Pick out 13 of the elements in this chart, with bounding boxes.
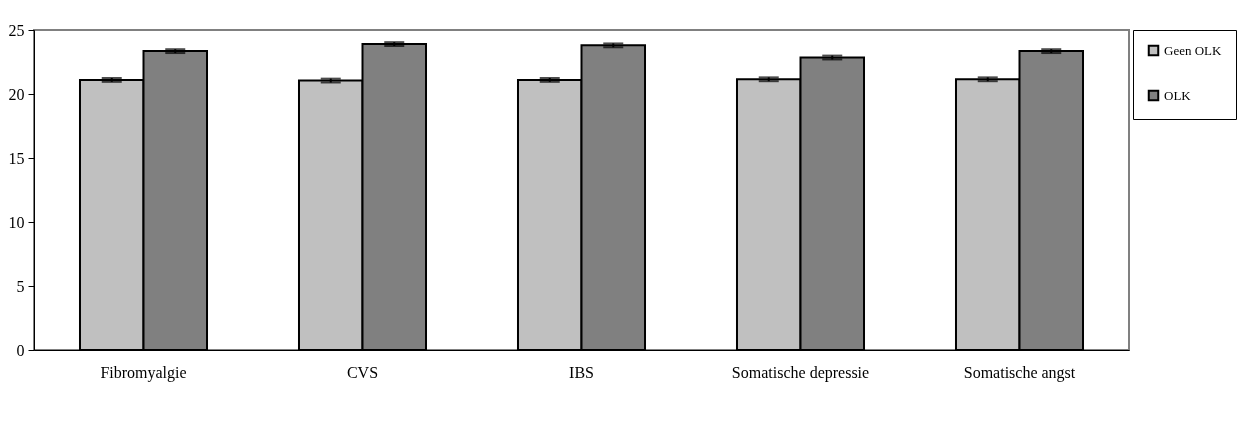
y-tick-label: 0 (16, 341, 25, 359)
legend-label: OLK (1164, 87, 1192, 103)
y-tick-label: 15 (8, 149, 25, 167)
y-tick-label: 10 (8, 213, 25, 231)
x-tick-label: CVS (346, 363, 379, 381)
y-tick-label: 20 (8, 85, 25, 103)
x-tick-label: Somatische angst (963, 363, 1076, 382)
y-tick-label: 25 (8, 21, 25, 39)
x-tick-label: Fibromyalgie (100, 363, 187, 382)
x-tick-label: Somatische depressie (731, 363, 870, 382)
y-tick-label: 5 (16, 277, 25, 295)
x-tick-label: IBS (569, 363, 594, 381)
legend-label: Geen OLK (1164, 42, 1223, 58)
